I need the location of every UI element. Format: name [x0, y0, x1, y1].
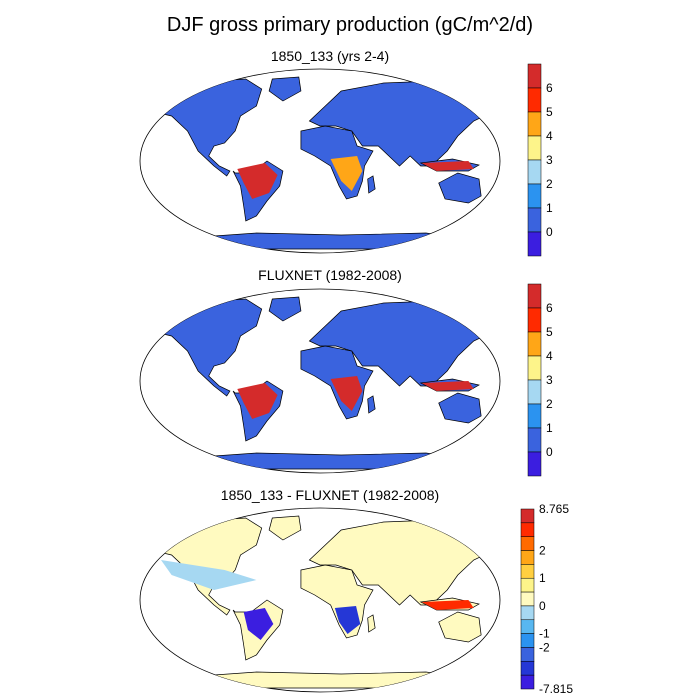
colorbar-label: 0 [546, 225, 553, 239]
colorbar-swatch [520, 536, 535, 551]
map-panel-3 [139, 507, 501, 693]
tropics-overlay [237, 376, 474, 419]
colorbar-swatch [520, 591, 535, 607]
colorbar-swatch [520, 577, 535, 593]
panel-2-title: FLUXNET (1982-2008) [258, 267, 402, 283]
colorbar-swatch [520, 633, 535, 648]
colorbar-3: -7.815 -2-1 0 1 2 8.765 [520, 502, 573, 696]
colorbar-1: 0 1 2 3 4 5 6 [527, 63, 553, 257]
colorbar-swatch [520, 619, 535, 634]
colorbar-swatch [527, 111, 542, 137]
colorbar-label: 8.765 [539, 502, 569, 516]
colorbar-label: 3 [546, 153, 553, 167]
map-panel-2 [139, 288, 501, 474]
tropics-overlay [237, 156, 474, 199]
colorbar-label: 1 [546, 201, 553, 215]
tropics-overlay [161, 560, 474, 640]
colorbar-label: -7.815 [539, 682, 573, 696]
colorbar-swatch [520, 522, 535, 537]
colorbar-swatch [520, 674, 535, 690]
colorbar-label: 1 [539, 571, 546, 585]
colorbar-swatch [527, 283, 542, 309]
colorbar-label: 0 [546, 445, 553, 459]
colorbar-label: 0 [539, 599, 546, 613]
colorbar-swatch [520, 508, 535, 524]
panel-3-title: 1850_133 - FLUXNET (1982-2008) [220, 487, 440, 503]
colorbar-swatch [527, 207, 542, 233]
colorbar-swatch [527, 231, 542, 257]
panel-1-title: 1850_133 (yrs 2-4) [270, 48, 390, 64]
colorbar-swatch [520, 550, 535, 565]
colorbar-label: 4 [546, 349, 553, 363]
colorbar-swatch [527, 307, 542, 333]
colorbar-swatch [527, 379, 542, 405]
colorbar-swatch [527, 63, 542, 89]
colorbar-swatch [527, 87, 542, 113]
colorbar-swatch [527, 331, 542, 357]
colorbar-label: 1 [546, 421, 553, 435]
colorbar-2: 0 1 2 3 4 5 6 [527, 283, 553, 477]
colorbar-swatch [527, 355, 542, 381]
colorbar-label: 5 [546, 325, 553, 339]
colorbar-swatch [520, 661, 535, 676]
colorbar-label: 2 [546, 177, 553, 191]
colorbar-label: -1 [539, 627, 550, 641]
colorbar-swatch [527, 159, 542, 185]
map-panel-1 [139, 68, 501, 254]
colorbar-label: 3 [546, 373, 553, 387]
colorbar-label: 5 [546, 105, 553, 119]
colorbar-swatch [520, 647, 535, 662]
colorbar-swatch [527, 403, 542, 429]
colorbar-label: 2 [539, 544, 546, 558]
colorbar-label: -2 [539, 640, 550, 654]
colorbar-label: 4 [546, 129, 553, 143]
colorbar-swatch [527, 183, 542, 209]
colorbar-swatch [520, 564, 535, 579]
main-title: DJF gross primary production (gC/m^2/d) [166, 14, 534, 36]
colorbar-swatch [520, 605, 535, 621]
colorbar-swatch [527, 135, 542, 161]
colorbar-label: 6 [546, 81, 553, 95]
colorbar-swatch [527, 451, 542, 477]
colorbar-label: 2 [546, 397, 553, 411]
colorbar-label: 6 [546, 301, 553, 315]
colorbar-swatch [527, 427, 542, 453]
